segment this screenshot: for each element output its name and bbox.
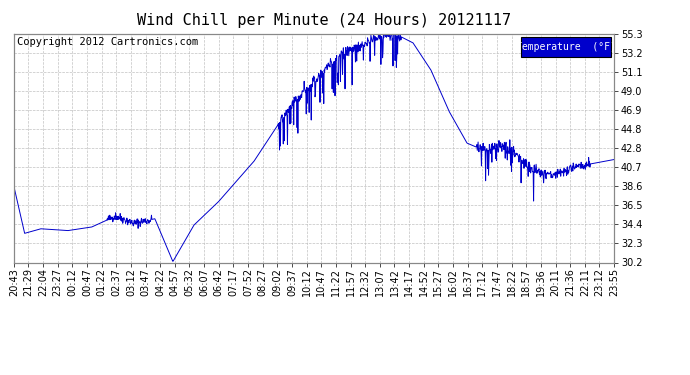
Text: Wind Chill per Minute (24 Hours) 20121117: Wind Chill per Minute (24 Hours) 2012111… bbox=[137, 13, 511, 28]
Text: Temperature  (°F): Temperature (°F) bbox=[516, 42, 616, 52]
Text: Copyright 2012 Cartronics.com: Copyright 2012 Cartronics.com bbox=[17, 37, 198, 47]
Bar bbox=[521, 37, 611, 57]
